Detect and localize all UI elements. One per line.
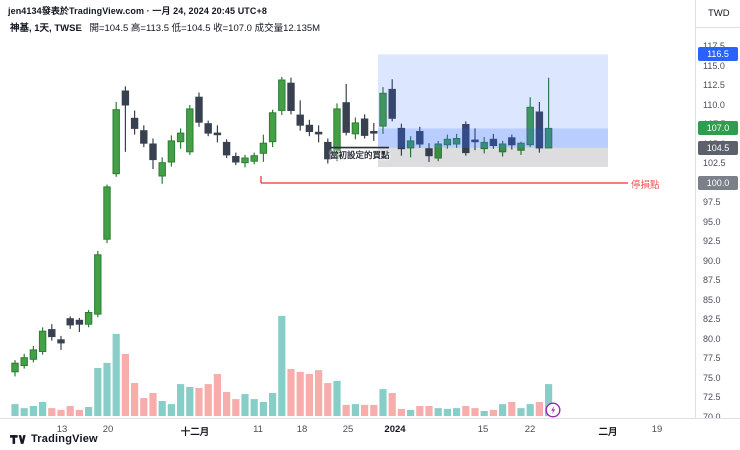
time-tick-label: 13	[56, 424, 68, 435]
price-tick-label: 87.5	[703, 275, 721, 285]
entry-price-badge: 104.5	[698, 140, 738, 155]
stop-line-price-badge: 100.0	[698, 176, 738, 190]
time-tick-label: 15	[477, 424, 489, 435]
time-tick-label: 2024	[384, 424, 406, 435]
time-tick-label: 二月	[598, 427, 618, 438]
time-tick-label: 18	[296, 424, 308, 435]
price-axis[interactable]: TWD 117.5115.0112.5110.0107.5105.0102.51…	[695, 0, 740, 422]
tradingview-logo[interactable]: TradingView	[10, 433, 98, 445]
time-axis[interactable]: TradingView 13 20 十二月 11 18 25 2024 15 22 二月 19	[0, 418, 740, 450]
buy-point-annotation[interactable]: 當初設定的買點	[330, 150, 390, 160]
time-tick-label: 20	[102, 424, 114, 435]
ohlcv-stats: 開=104.5 高=113.5 低=104.5 收=107.0 成交量12.13…	[89, 23, 321, 34]
last-price-badge: 107.0	[698, 121, 738, 136]
stop-loss-annotation[interactable]: 停損點	[628, 177, 663, 191]
time-tick-label: 十二月	[180, 427, 210, 438]
tradingview-logo-text: TradingView	[31, 433, 98, 445]
symbol-title: 神基, 1天, TWSE	[10, 23, 82, 34]
symbol-info-line: 神基, 1天, TWSE 開=104.5 高=113.5 低=104.5 收=1…	[10, 20, 320, 34]
price-tick-label: 80.0	[703, 333, 721, 344]
price-tick-label: 115.0	[703, 60, 725, 71]
time-tick-label: 25	[342, 424, 354, 435]
flash-icon[interactable]	[545, 402, 561, 418]
price-tick-label: 70.0	[703, 411, 721, 422]
price-tick-label: 77.5	[703, 353, 721, 363]
price-tick-label: 102.5	[703, 158, 726, 168]
price-tick-label: 112.5	[703, 80, 725, 90]
price-tick-label: 85.0	[703, 294, 721, 305]
price-tick-label: 92.5	[703, 236, 721, 246]
price-tick-label: 90.0	[703, 255, 721, 266]
target-price-badge: 116.5	[698, 47, 738, 62]
tradingview-logo-icon	[10, 434, 26, 444]
price-tick-label: 75.0	[703, 372, 721, 383]
price-tick-label: 72.5	[703, 392, 721, 402]
price-tick-label: 95.0	[703, 216, 721, 227]
time-tick-label: 22	[524, 424, 536, 435]
price-tick-label: 110.0	[703, 99, 725, 110]
time-tick-label: 19	[651, 424, 663, 435]
price-tick-label: 82.5	[703, 314, 721, 324]
price-tick-label: 97.5	[703, 197, 721, 207]
attribution-line: jen4134發表於TradingView.com · 一月 24, 2024 …	[8, 6, 267, 16]
currency-label: TWD	[696, 0, 740, 28]
time-tick-label: 11	[253, 424, 263, 435]
price-tick-label: 117.5	[703, 41, 725, 51]
